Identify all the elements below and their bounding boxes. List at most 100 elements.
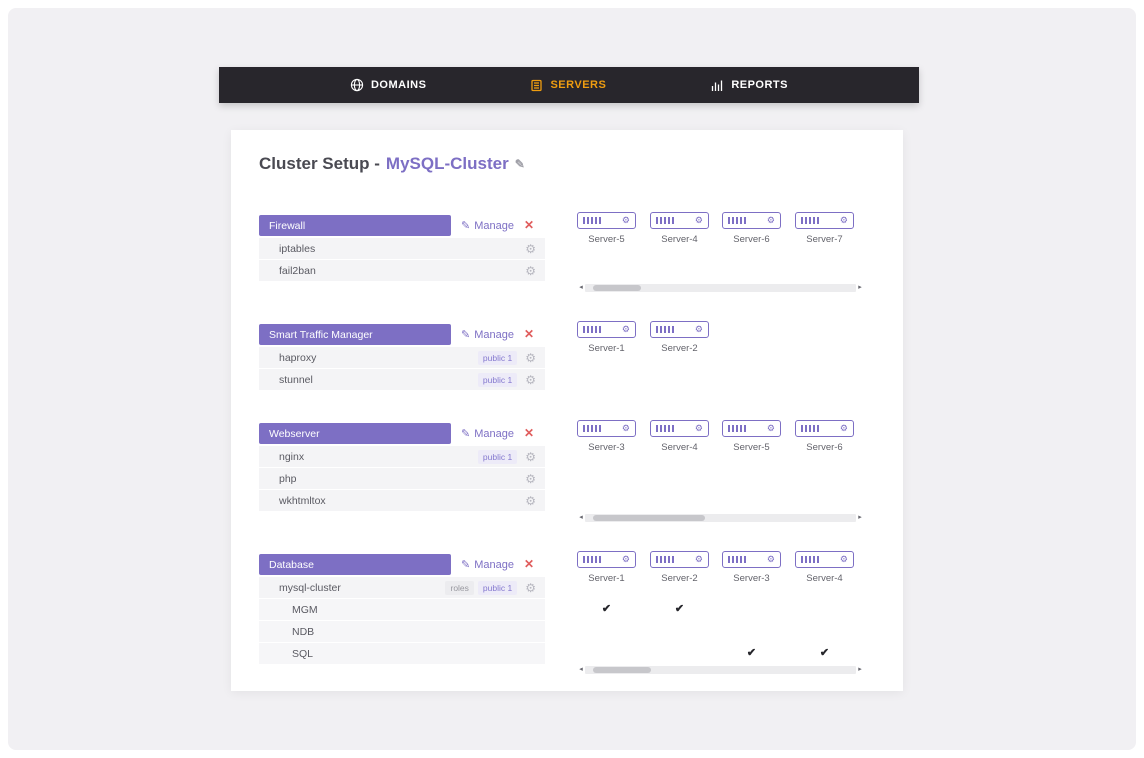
scroll-right-icon[interactable]: ▸ [858, 284, 862, 291]
scroll-right-icon[interactable]: ▸ [858, 666, 862, 673]
server-chip[interactable]: ⚙ [577, 551, 636, 568]
server-chip[interactable]: ⚙ [650, 212, 709, 229]
settings-gear-icon[interactable]: ⚙ [525, 372, 536, 387]
server-gear-icon[interactable]: ⚙ [694, 215, 703, 225]
scroll-left-icon[interactable]: ◂ [579, 284, 583, 291]
scroll-track[interactable] [585, 665, 856, 674]
manage-link[interactable]: ✎ Manage [461, 558, 514, 572]
scroll-track[interactable] [585, 513, 856, 522]
server-gear-icon[interactable]: ⚙ [694, 423, 703, 433]
manage-link[interactable]: ✎ Manage [461, 427, 514, 441]
server-gear-icon[interactable]: ⚙ [621, 215, 630, 225]
scroll-right-icon[interactable]: ▸ [858, 514, 862, 521]
package-label: wkhtmltox [279, 494, 326, 507]
scroll-left-icon[interactable]: ◂ [579, 666, 583, 673]
scroll-left-icon[interactable]: ◂ [579, 514, 583, 521]
scroll-thumb[interactable] [593, 514, 705, 521]
nav-item-domains[interactable]: DOMAINS [350, 78, 426, 92]
server-gear-icon[interactable]: ⚙ [766, 423, 775, 433]
remove-section-icon[interactable]: ✕ [524, 218, 535, 232]
server-chip[interactable]: ⚙ [577, 212, 636, 229]
settings-gear-icon[interactable]: ⚙ [525, 580, 536, 595]
server-label: Server-1 [588, 573, 625, 584]
server-chip[interactable]: ⚙ [795, 420, 854, 437]
server-label: Server-5 [588, 234, 625, 245]
public-badge: public 1 [477, 449, 518, 464]
server-chip[interactable]: ⚙ [722, 212, 781, 229]
server-chip[interactable]: ⚙ [577, 420, 636, 437]
server-gear-icon[interactable]: ⚙ [839, 554, 848, 564]
nav-label: REPORTS [731, 79, 788, 91]
server-chip[interactable]: ⚙ [795, 212, 854, 229]
package-label: php [279, 472, 297, 485]
server-gear-icon[interactable]: ⚙ [839, 215, 848, 225]
bar-chart-icon [712, 80, 723, 91]
server-gear-icon[interactable]: ⚙ [621, 324, 630, 334]
server-chip[interactable]: ⚙ [722, 551, 781, 568]
manage-link[interactable]: ✎ Manage [461, 328, 514, 342]
server-chip[interactable]: ⚙ [650, 420, 709, 437]
role-label: MGM [292, 603, 318, 616]
server-chip[interactable]: ⚙ [650, 551, 709, 568]
server-gear-icon[interactable]: ⚙ [694, 324, 703, 334]
settings-gear-icon[interactable]: ⚙ [525, 449, 536, 464]
server-bars-icon [583, 425, 601, 432]
role-row: SQL [259, 643, 545, 664]
server-gear-icon[interactable]: ⚙ [621, 554, 630, 564]
remove-section-icon[interactable]: ✕ [524, 426, 535, 440]
server-label: Server-1 [588, 343, 625, 354]
check-cell[interactable]: ✔ [674, 603, 685, 615]
check-row-ndb [231, 621, 903, 642]
h-scrollbar: ◂ ▸ [577, 665, 864, 674]
settings-gear-icon[interactable]: ⚙ [525, 350, 536, 365]
section-title: Database [269, 558, 314, 571]
server-card: ⚙ Server-4 [795, 551, 854, 584]
check-cell[interactable]: ✔ [601, 603, 612, 615]
check-cell[interactable]: ✔ [819, 647, 830, 659]
server-chip[interactable]: ⚙ [795, 551, 854, 568]
server-chip[interactable]: ⚙ [722, 420, 781, 437]
scroll-track[interactable] [585, 283, 856, 292]
server-label: Server-6 [733, 234, 770, 245]
package-label: haproxy [279, 351, 317, 364]
server-label: Server-5 [733, 442, 770, 453]
remove-section-icon[interactable]: ✕ [524, 557, 535, 571]
settings-gear-icon[interactable]: ⚙ [525, 471, 536, 486]
manage-label: Manage [474, 427, 514, 440]
edit-icon: ✎ [461, 329, 471, 341]
roles-badge: roles [445, 580, 474, 595]
scroll-thumb[interactable] [593, 284, 641, 291]
section-title-bar: Smart Traffic Manager [259, 324, 451, 345]
server-gear-icon[interactable]: ⚙ [766, 554, 775, 564]
server-gear-icon[interactable]: ⚙ [766, 215, 775, 225]
server-label: Server-3 [588, 442, 625, 453]
title-prefix: Cluster Setup - [259, 154, 380, 173]
package-list: iptables ⚙ fail2ban ⚙ [259, 238, 545, 282]
server-bars-icon [728, 425, 746, 432]
edit-cluster-icon[interactable]: ✎ [514, 157, 525, 171]
manage-link[interactable]: ✎ Manage [461, 219, 514, 233]
server-chip[interactable]: ⚙ [577, 321, 636, 338]
server-gear-icon[interactable]: ⚙ [839, 423, 848, 433]
h-scrollbar: ◂ ▸ [577, 513, 864, 522]
server-gear-icon[interactable]: ⚙ [694, 554, 703, 564]
check-cell[interactable]: ✔ [746, 647, 757, 659]
package-list: nginx public 1 ⚙ php ⚙ wkhtmltox ⚙ [259, 446, 545, 512]
scroll-thumb[interactable] [593, 666, 651, 673]
top-navbar: DOMAINS SERVERS REPORTS [219, 67, 919, 103]
edit-icon: ✎ [461, 559, 471, 571]
server-card: ⚙ Server-7 [795, 212, 854, 245]
remove-section-icon[interactable]: ✕ [524, 327, 535, 341]
package-row: iptables ⚙ [259, 238, 545, 259]
settings-gear-icon[interactable]: ⚙ [525, 263, 536, 278]
server-gear-icon[interactable]: ⚙ [621, 423, 630, 433]
nav-item-reports[interactable]: REPORTS [710, 79, 788, 92]
settings-gear-icon[interactable]: ⚙ [525, 493, 536, 508]
nav-item-servers[interactable]: SERVERS [530, 79, 606, 92]
server-chip[interactable]: ⚙ [650, 321, 709, 338]
nav-label: DOMAINS [370, 79, 427, 91]
check-row-mgm: ✔ ✔ [231, 599, 903, 620]
package-list: haproxy public 1 ⚙ stunnel public 1 ⚙ [259, 347, 545, 391]
package-label: iptables [279, 242, 316, 255]
settings-gear-icon[interactable]: ⚙ [525, 241, 536, 256]
